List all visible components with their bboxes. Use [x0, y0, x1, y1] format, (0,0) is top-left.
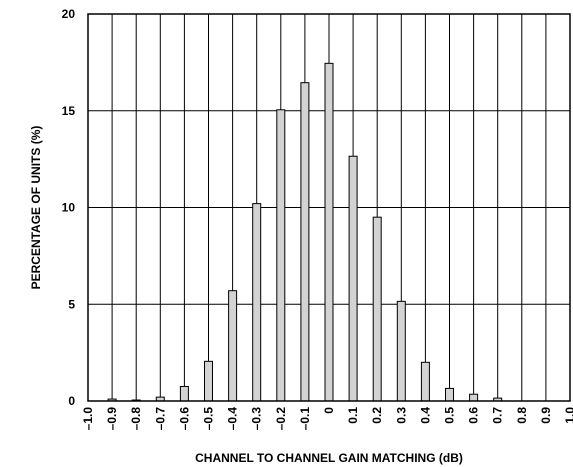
x-tick-label: –0.4: [226, 407, 240, 431]
x-tick-label: –0.3: [250, 407, 264, 431]
histogram-bar: [252, 203, 262, 402]
x-tick-labels: –1.0 –0.9 –0.8 –0.7 –0.6 –0.5 –0.4 –0.3 –0.2 –0.1…: [81, 407, 573, 431]
histogram-bar: [348, 155, 358, 402]
histogram-bar: [324, 62, 334, 402]
x-tick-label: 0.4: [418, 407, 432, 424]
bars: [107, 62, 503, 402]
x-tick-label: –0.6: [177, 407, 191, 431]
x-tick-label: 0.5: [443, 407, 457, 424]
y-tick-label: 10: [62, 201, 76, 215]
x-tick-label: –0.2: [274, 407, 288, 431]
x-tick-label: –1.0: [81, 407, 95, 431]
y-tick-label: 0: [68, 394, 75, 408]
x-tick-label: 0.6: [467, 407, 481, 424]
y-tick-label: 15: [62, 104, 76, 118]
x-tick-label: 0.9: [539, 407, 553, 424]
y-tick-label: 20: [62, 7, 76, 21]
histogram-bar: [469, 393, 479, 402]
x-tick-label: –0.8: [129, 407, 143, 431]
x-tick-label: 0.8: [515, 407, 529, 424]
y-axis-title: PERCENTAGE OF UNITS (%): [29, 126, 43, 290]
x-tick-label: –0.7: [153, 407, 167, 431]
histogram-bar: [204, 360, 213, 402]
x-tick-label: –0.9: [105, 407, 119, 431]
x-tick-label: 1.0: [563, 407, 573, 424]
histogram-bar: [179, 385, 189, 402]
y-tick-label: 5: [68, 297, 75, 311]
x-tick-label: 0: [322, 407, 336, 414]
plot-frame: [87, 13, 571, 402]
x-axis-title: CHANNEL TO CHANNEL GAIN MATCHING (dB): [195, 451, 463, 465]
x-tick-label: 0.2: [370, 407, 384, 424]
x-tick-label: –0.5: [202, 407, 216, 431]
x-tick-label: 0.1: [346, 407, 360, 424]
histogram-bar: [420, 361, 430, 402]
x-tick-label: –0.1: [298, 407, 312, 431]
histogram-bar: [228, 290, 238, 402]
histogram-bar: [276, 109, 286, 402]
histogram-bar: [396, 300, 406, 402]
histogram-bar: [300, 82, 310, 402]
x-tick-label: 0.3: [394, 407, 408, 424]
x-tick-label: 0.7: [491, 407, 505, 424]
histogram-bar: [445, 387, 454, 402]
y-tick-labels: 0 5 10 15 20: [62, 7, 76, 408]
histogram-bar: [372, 216, 382, 402]
